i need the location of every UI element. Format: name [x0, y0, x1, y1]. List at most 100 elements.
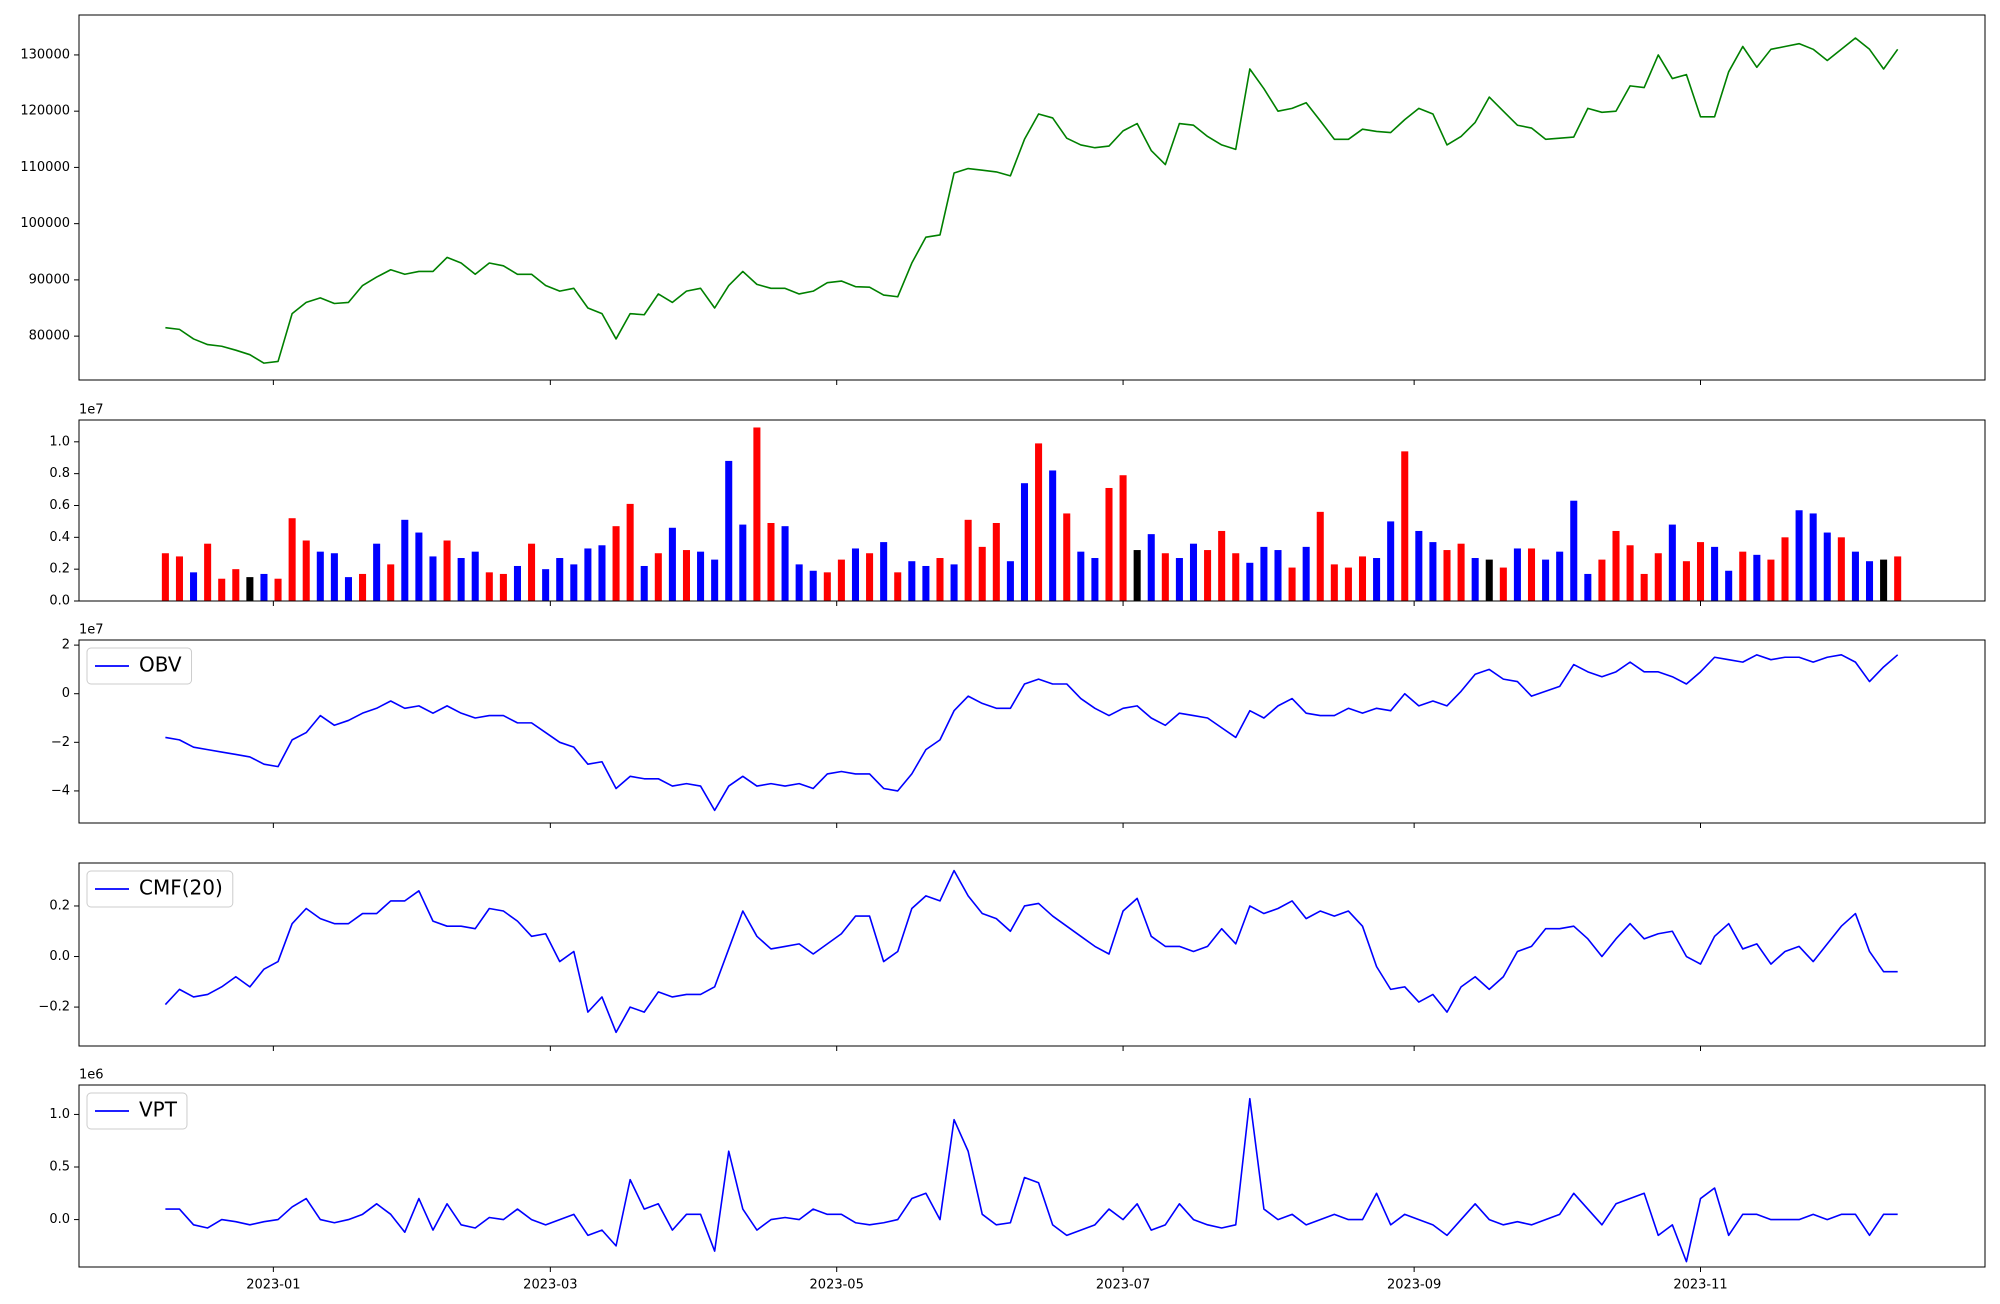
volume-bar — [1035, 443, 1043, 601]
panel: 80000 90000 100000 110000 120000 130000 — [20, 14, 1986, 385]
volume-bar — [344, 577, 352, 601]
y-tick-label: 0.2 — [49, 898, 70, 913]
volume-bar — [978, 546, 986, 601]
volume-bar — [1471, 558, 1479, 601]
volume-bar — [1260, 546, 1268, 601]
volume-bar — [1837, 537, 1845, 601]
axes-frame — [78, 14, 1986, 381]
y-tick-label: 0.0 — [49, 594, 70, 609]
line-series — [165, 37, 1899, 364]
volume-bar — [288, 518, 296, 601]
volume-bar — [1457, 543, 1465, 601]
legend-label: OBV — [139, 653, 182, 677]
volume-bar — [1880, 559, 1888, 601]
volume-bar — [1767, 559, 1775, 601]
volume-bar — [302, 540, 310, 601]
volume-bar — [1823, 532, 1831, 601]
volume-bar — [1865, 561, 1874, 601]
volume-bar — [1105, 487, 1113, 601]
volume-bar — [908, 561, 916, 601]
volume-bar — [1739, 551, 1747, 601]
volume-bar — [1725, 570, 1733, 601]
volume-bar — [1415, 530, 1423, 601]
volume-bar — [1513, 548, 1521, 601]
volume-bar — [1316, 511, 1324, 601]
volume-bar — [880, 542, 888, 601]
y-tick-label: 120000 — [20, 104, 70, 119]
volume-bar — [1274, 550, 1282, 601]
y-tick-label: 0.6 — [49, 498, 70, 513]
y-tick-label: 80000 — [29, 329, 70, 344]
volume-bar — [1387, 521, 1395, 601]
volume-bar — [218, 578, 226, 601]
y-tick-label: 1.0 — [49, 434, 70, 449]
line-series — [165, 654, 1899, 812]
volume-bar — [542, 569, 550, 601]
axes-frame — [78, 419, 1986, 602]
volume-bar — [894, 572, 902, 601]
volume-bar — [992, 522, 1000, 601]
volume-bar — [1443, 550, 1451, 601]
volume-bar — [316, 551, 324, 601]
legend: OBV — [86, 647, 193, 685]
x-tick-label: 2023-05 — [810, 1278, 864, 1293]
volume-bar — [373, 543, 381, 601]
volume-bar — [1020, 483, 1029, 601]
x-tick-label: 2023-01 — [246, 1278, 300, 1293]
y-tick-label: 100000 — [20, 216, 70, 231]
volume-bar — [922, 565, 930, 601]
volume-bar — [1204, 550, 1212, 601]
volume-bar — [936, 558, 944, 601]
panel: 0.0 0.5 1.0 2023-01 2023-03 2023-05 2023-07 202… — [49, 1068, 1986, 1293]
volume-bar — [1527, 548, 1536, 601]
volume-bar — [1063, 513, 1071, 601]
volume-bar — [528, 543, 536, 601]
panel: −0.2 0.0 0.2 CMF(20) — [38, 862, 1986, 1051]
volume-bar — [682, 550, 690, 601]
legend: VPT — [86, 1092, 188, 1130]
legend-label: CMF(20) — [139, 876, 223, 900]
line-series — [165, 1097, 1898, 1263]
volume-bar — [1711, 546, 1719, 601]
volume-bar — [1485, 559, 1493, 601]
volume-bar — [246, 577, 254, 601]
volume-bar — [1894, 556, 1902, 601]
panel: −4 −2 0 2 1e7 OBV — [51, 623, 1986, 828]
volume-bar — [1006, 561, 1014, 601]
y-tick-label: 0 — [62, 686, 70, 701]
legend-label: VPT — [139, 1098, 178, 1122]
volume-bar — [513, 565, 521, 601]
volume-bar — [964, 519, 972, 601]
volume-bar — [387, 564, 395, 601]
volume-bar — [1795, 510, 1803, 601]
volume-bar — [640, 565, 648, 601]
y-tick-label: 90000 — [29, 272, 70, 287]
volume-bar — [795, 564, 803, 601]
y-tick-label: −2 — [51, 735, 70, 750]
volume-bar — [654, 553, 662, 601]
volume-bar — [1682, 561, 1690, 601]
y-tick-label: 0.0 — [49, 1212, 70, 1227]
y-tick-label: −0.2 — [38, 1000, 70, 1015]
volume-bar — [598, 545, 606, 601]
volume-bar — [1640, 573, 1648, 601]
volume-bar — [725, 460, 733, 601]
volume-bar — [1612, 530, 1620, 601]
volume-bar — [1091, 558, 1099, 601]
line-series — [164, 869, 1898, 1034]
y-tick-label: −4 — [51, 783, 70, 798]
offset-label: 1e6 — [79, 1068, 104, 1083]
volume-bar — [1570, 500, 1578, 601]
volume-bar — [429, 556, 437, 601]
y-tick-label: 0.2 — [49, 562, 70, 577]
x-tick-label: 2023-09 — [1387, 1278, 1441, 1293]
volume-bar — [359, 573, 367, 601]
volume-bar — [1218, 530, 1226, 601]
volume-bar — [1626, 545, 1634, 601]
volume-bar — [837, 559, 845, 601]
volume-bar — [1556, 551, 1564, 601]
volume-bar — [1696, 542, 1705, 601]
volume-bar — [471, 551, 479, 601]
